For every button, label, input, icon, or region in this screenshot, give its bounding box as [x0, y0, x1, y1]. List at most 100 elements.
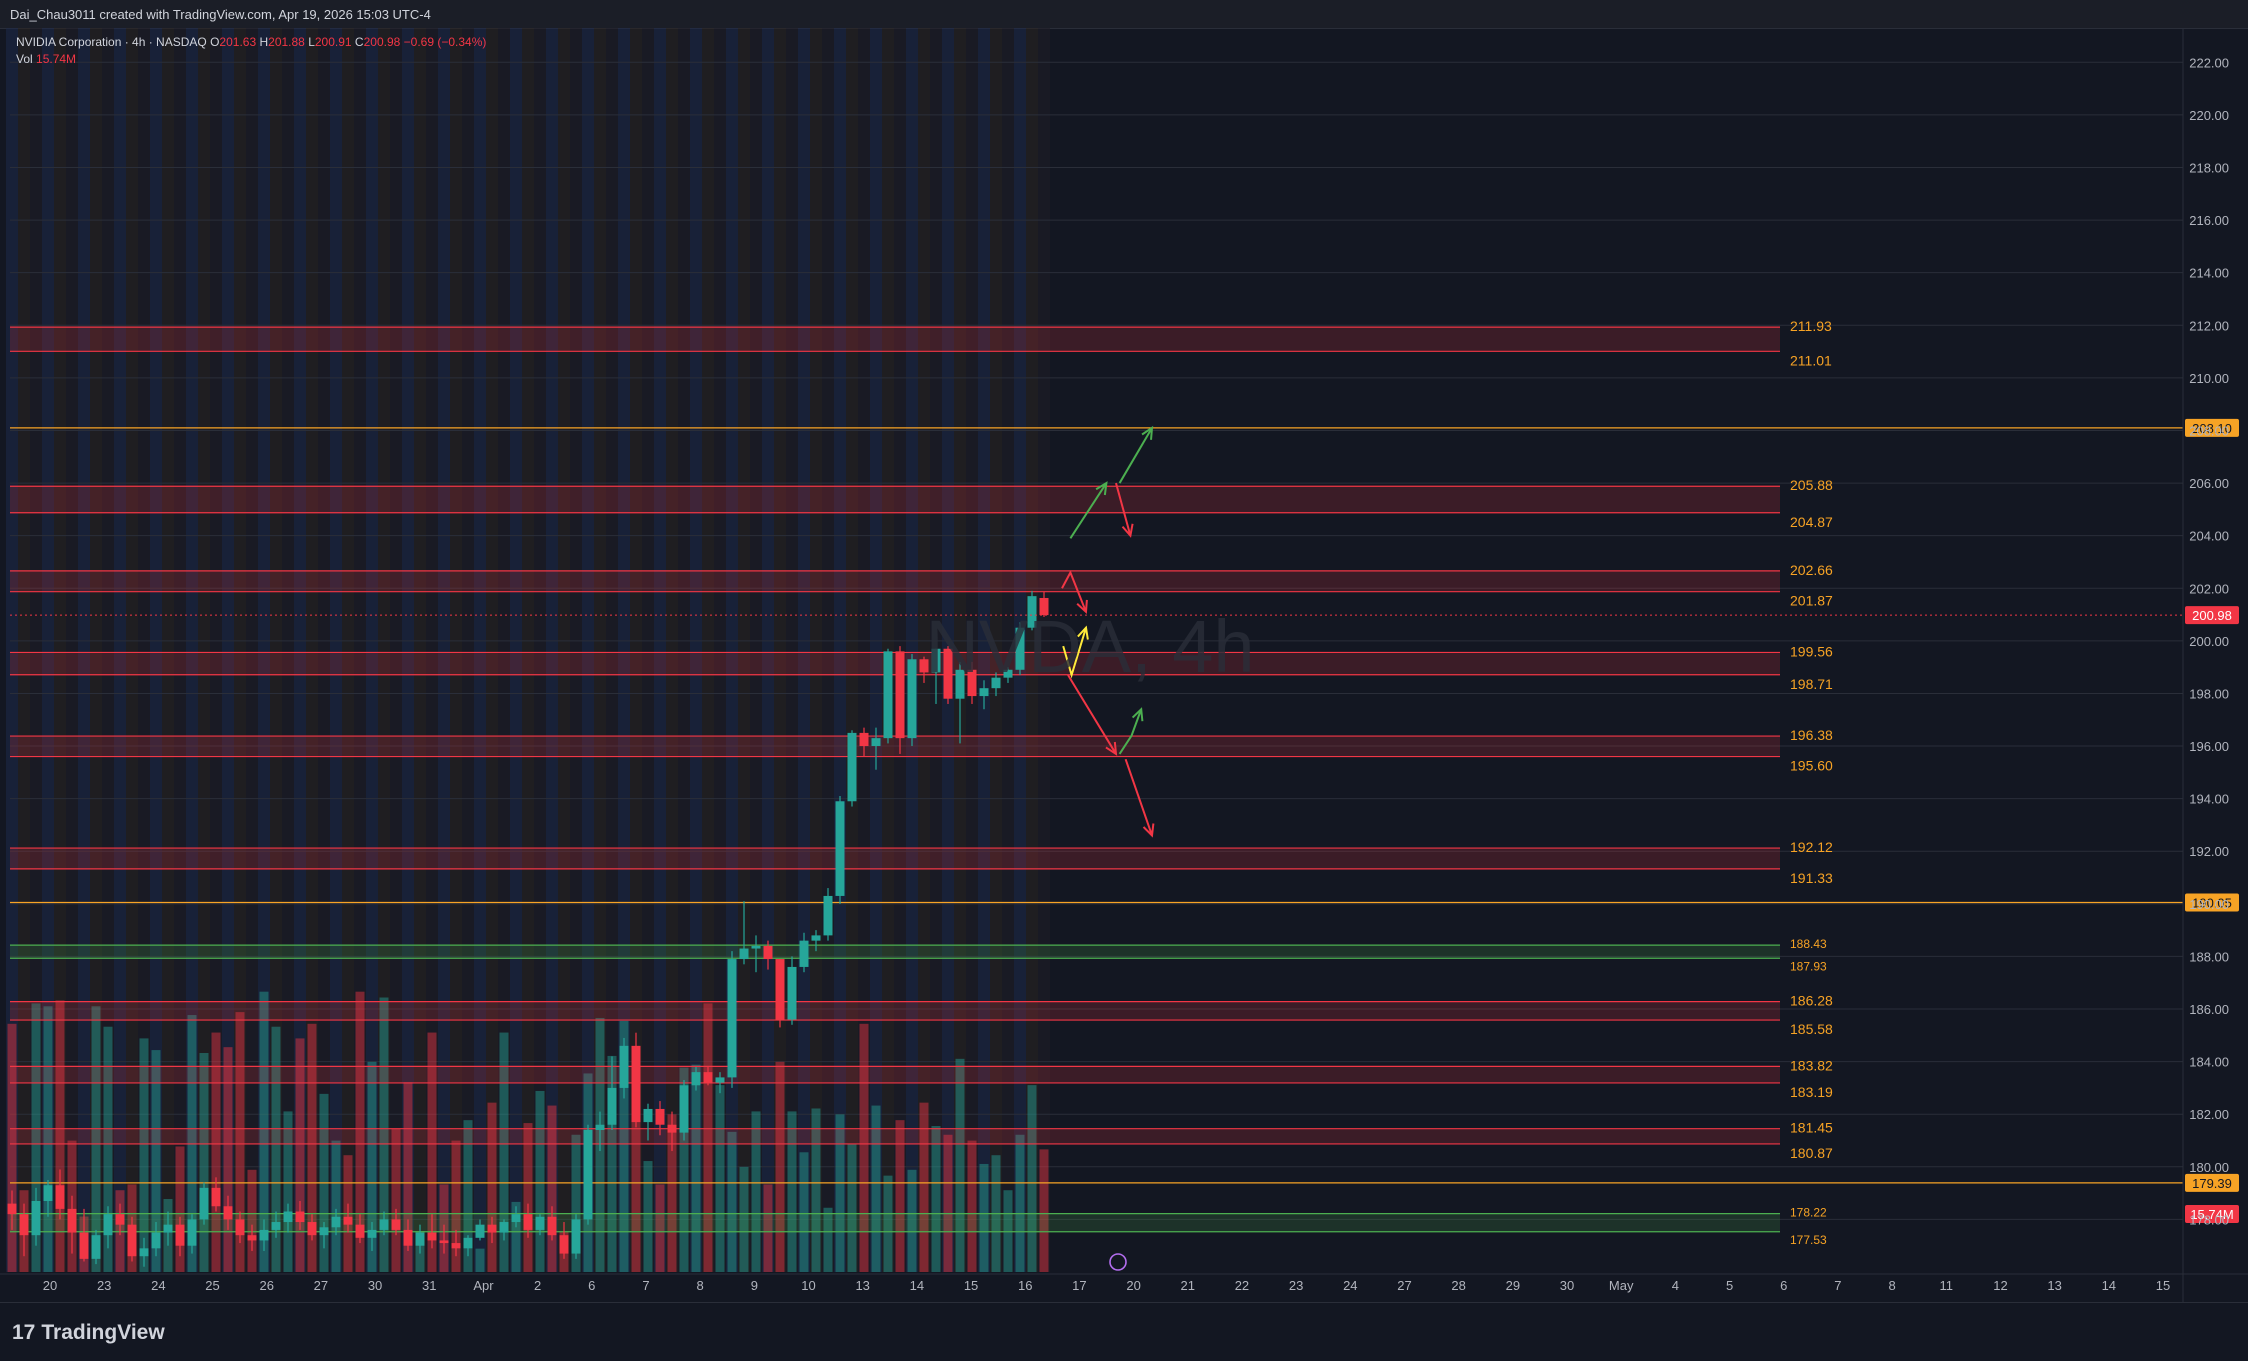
- session-band: [306, 28, 318, 1272]
- level-tag-bg: [2185, 418, 2239, 437]
- time-tick-label: 11: [1940, 1278, 1954, 1293]
- candle-body: [631, 1045, 641, 1123]
- candle-body: [583, 1129, 593, 1220]
- candle-body: [895, 651, 905, 739]
- session-band: [1026, 28, 1038, 1272]
- candle-body: [235, 1219, 245, 1236]
- candle-body: [1003, 669, 1013, 678]
- legend-open-label: O: [210, 35, 220, 49]
- volume-bar: [211, 1032, 221, 1272]
- session-band: [522, 28, 534, 1272]
- sr-zone: [10, 327, 1780, 352]
- price-tick-label: 178.00: [2189, 1212, 2229, 1227]
- time-tick-label: 27: [1397, 1278, 1411, 1293]
- volume-bar: [727, 1131, 737, 1272]
- zone-label-low: 187.93: [1790, 959, 1827, 973]
- session-band: [234, 28, 246, 1272]
- candle-body: [859, 732, 869, 747]
- projection-arrow: [1115, 482, 1132, 536]
- time-tick-label: 20: [1126, 1278, 1140, 1293]
- session-band: [558, 28, 570, 1272]
- candle-body: [655, 1108, 665, 1125]
- sr-zone: [10, 736, 1780, 757]
- session-band: [318, 28, 330, 1272]
- price-tick-label: 200.00: [2189, 634, 2229, 649]
- session-band: [534, 28, 546, 1272]
- time-tick-label: 8: [1888, 1278, 1895, 1293]
- candle-body: [643, 1108, 653, 1123]
- price-tick-label: 212.00: [2189, 318, 2229, 333]
- arrow-head: [1142, 823, 1155, 838]
- candle-body: [355, 1224, 365, 1238]
- session-band: [954, 28, 966, 1272]
- candle-body: [1027, 596, 1037, 628]
- candle-body: [907, 659, 917, 739]
- session-band: [762, 28, 774, 1272]
- candle-body: [331, 1216, 341, 1228]
- tradingview-logo[interactable]: 17 TradingView: [12, 1321, 165, 1345]
- volume-bar: [499, 1032, 509, 1272]
- session-band: [990, 28, 1002, 1272]
- sr-zone: [10, 848, 1780, 869]
- zone-label-high: 183.82: [1790, 1057, 1833, 1073]
- candle-body: [91, 1235, 101, 1259]
- time-tick-label: 23: [97, 1278, 111, 1293]
- session-band: [330, 28, 342, 1272]
- candle-body: [175, 1224, 185, 1246]
- session-band: [546, 28, 558, 1272]
- session-band: [78, 28, 90, 1272]
- legend-volume-row: Vol 15.74M: [16, 51, 486, 68]
- candle-body: [715, 1077, 725, 1083]
- projection-arrow: [1118, 427, 1153, 484]
- time-tick-label: 12: [1993, 1278, 2007, 1293]
- volume-bar: [91, 1006, 101, 1272]
- session-band: [102, 28, 114, 1272]
- session-band: [30, 28, 42, 1272]
- price-tick-label: 208.00: [2189, 423, 2229, 438]
- candle-body: [475, 1224, 485, 1238]
- chart-canvas[interactable]: 211.93 211.01 205.88 204.87 202.66 201.87 199.…: [0, 28, 2248, 1302]
- candle-body: [115, 1214, 125, 1225]
- tradingview-logo-icon: 17: [12, 1321, 36, 1344]
- volume-bar: [763, 1184, 773, 1272]
- session-band: [474, 28, 486, 1272]
- candle-body: [751, 945, 761, 949]
- volume-bar: [715, 1085, 725, 1272]
- level-tag-bg: [2185, 1173, 2239, 1192]
- volume-bar: [775, 1061, 785, 1272]
- candle-body: [799, 940, 809, 967]
- time-tick-label: 31: [422, 1278, 436, 1293]
- volume-bar: [259, 991, 269, 1272]
- session-band: [594, 28, 606, 1272]
- brand-name: TradingView: [41, 1321, 165, 1344]
- zone-label-high: 205.88: [1790, 477, 1833, 493]
- session-band: [714, 28, 726, 1272]
- candle-body: [31, 1200, 41, 1236]
- price-tick-label: 188.00: [2189, 949, 2229, 964]
- zone-label-high: 186.28: [1790, 993, 1833, 1009]
- zone-label-high: 192.12: [1790, 839, 1833, 855]
- session-band: [162, 28, 174, 1272]
- chart-credit: Dai_Chau3011 created with TradingView.co…: [10, 7, 431, 22]
- session-band: [750, 28, 762, 1272]
- volume-tag-label: 15.74M: [2190, 1207, 2233, 1222]
- volume-bar: [739, 1166, 749, 1272]
- zone-label-low: 185.58: [1790, 1021, 1833, 1037]
- candle-body: [931, 648, 941, 673]
- projection-arrow: [1062, 627, 1087, 679]
- candle-body: [139, 1248, 149, 1257]
- legend-low-label: L: [308, 35, 315, 49]
- price-tick-label: 204.00: [2189, 529, 2229, 544]
- time-tick-label: 23: [1289, 1278, 1303, 1293]
- candle-body: [259, 1229, 269, 1241]
- volume-bar: [643, 1161, 653, 1272]
- session-band: [258, 28, 270, 1272]
- price-tick-label: 194.00: [2189, 792, 2229, 807]
- price-tick-label: 210.00: [2189, 371, 2229, 386]
- candle-body: [535, 1216, 545, 1230]
- candle-body: [295, 1211, 305, 1223]
- candle-body: [307, 1222, 317, 1236]
- volume-bar: [547, 1105, 557, 1272]
- zone-label-high: 202.66: [1790, 562, 1833, 578]
- time-tick-label: 9: [751, 1278, 758, 1293]
